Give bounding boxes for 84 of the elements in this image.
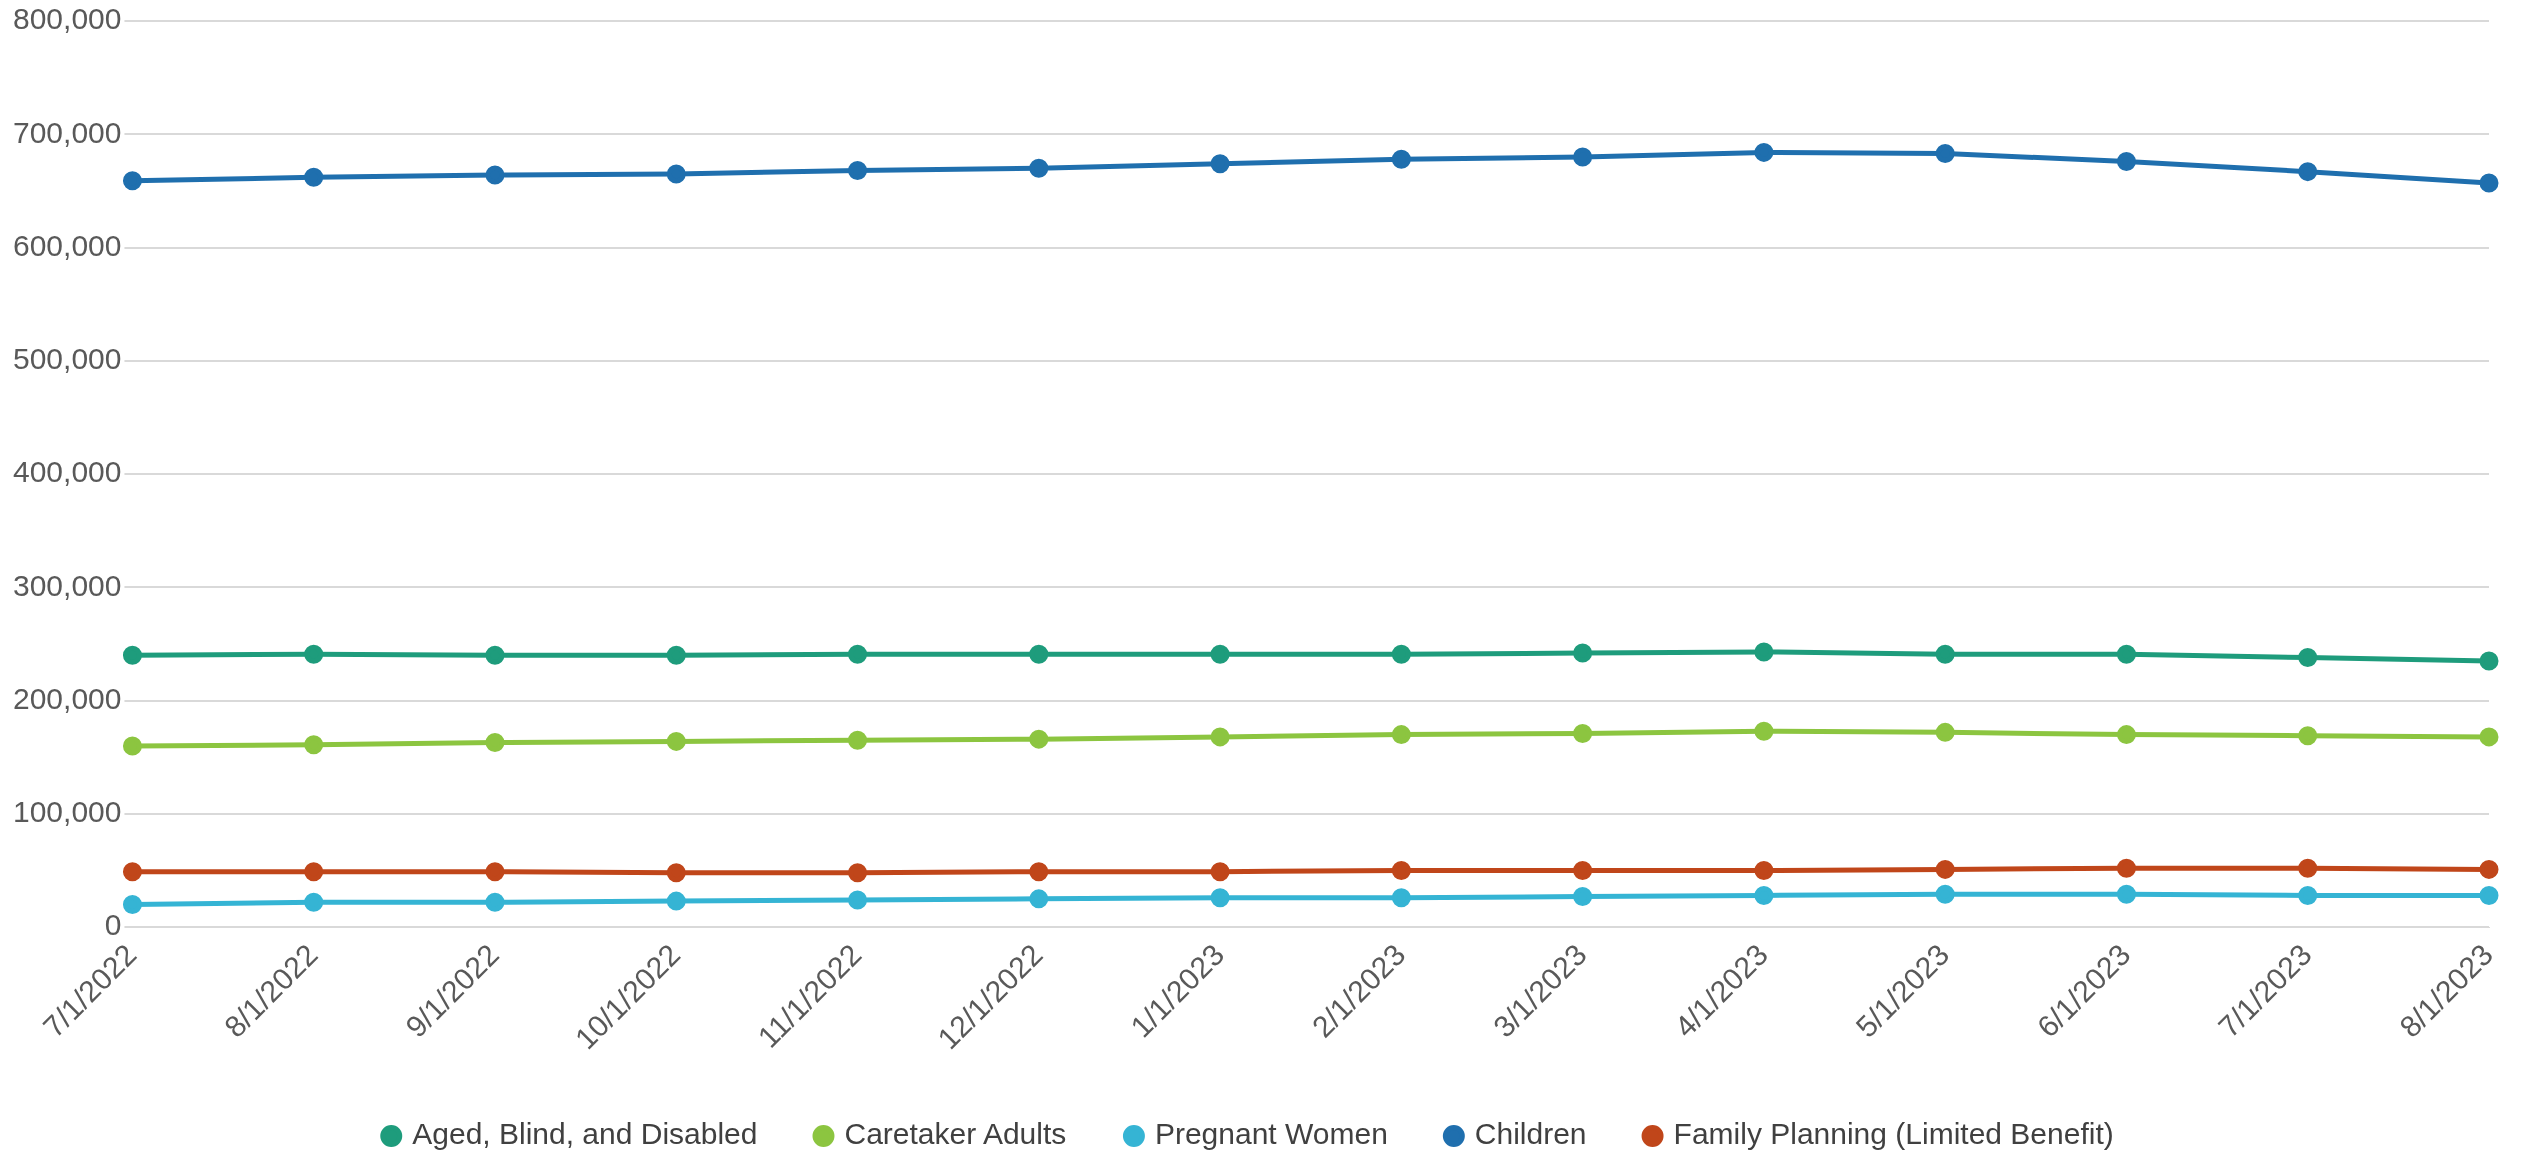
point	[1210, 154, 1230, 174]
y-tick-label: 100,000	[12, 795, 122, 829]
point	[2479, 885, 2499, 905]
point	[666, 645, 686, 665]
point	[1573, 147, 1593, 167]
legend-label: Children	[1474, 1117, 1587, 1151]
point	[304, 862, 324, 882]
y-tick-label: 600,000	[12, 228, 122, 262]
legend-label: Aged, Blind, and Disabled	[412, 1117, 758, 1151]
point	[1754, 721, 1774, 741]
point	[2116, 644, 2136, 664]
point	[1210, 644, 1230, 664]
point	[122, 895, 142, 915]
point	[122, 171, 142, 191]
point	[2298, 726, 2318, 746]
y-tick-label: 500,000	[12, 342, 122, 376]
point	[848, 161, 868, 181]
point	[2116, 884, 2136, 904]
point	[666, 891, 686, 911]
point	[2479, 651, 2499, 671]
point	[1391, 149, 1411, 169]
point	[2298, 885, 2318, 905]
point	[848, 890, 868, 910]
point	[304, 735, 324, 755]
point	[1029, 862, 1049, 882]
point	[2116, 725, 2136, 745]
point	[1029, 644, 1049, 664]
y-tick-label: 200,000	[12, 681, 122, 715]
point	[2298, 648, 2318, 668]
point	[1573, 723, 1593, 743]
point	[666, 863, 686, 883]
point	[485, 733, 505, 753]
y-tick-label: 0	[104, 908, 122, 942]
point	[666, 731, 686, 751]
point	[848, 863, 868, 883]
point	[1210, 727, 1230, 747]
point	[122, 645, 142, 665]
point	[2116, 151, 2136, 171]
point	[1391, 861, 1411, 881]
point	[304, 644, 324, 664]
point	[122, 862, 142, 882]
point	[122, 736, 142, 756]
point	[1029, 158, 1049, 178]
y-tick-label: 300,000	[12, 568, 122, 602]
point	[1391, 644, 1411, 664]
point	[1573, 643, 1593, 663]
point	[1935, 722, 1955, 742]
point	[485, 892, 505, 912]
point	[1029, 729, 1049, 749]
point	[1391, 888, 1411, 908]
point	[485, 862, 505, 882]
point	[1935, 859, 1955, 879]
point	[2116, 858, 2136, 878]
point	[1754, 861, 1774, 881]
point	[485, 645, 505, 665]
point	[2479, 727, 2499, 747]
point	[2298, 162, 2318, 182]
point	[1573, 861, 1593, 881]
point	[1210, 888, 1230, 908]
point	[2298, 858, 2318, 878]
point	[1754, 642, 1774, 662]
point	[1935, 884, 1955, 904]
point	[1754, 885, 1774, 905]
point	[2479, 173, 2499, 193]
point	[1935, 644, 1955, 664]
y-tick-label: 700,000	[12, 115, 122, 149]
legend-label: Pregnant Women	[1154, 1117, 1388, 1151]
point	[304, 892, 324, 912]
point	[666, 164, 686, 184]
point	[1573, 887, 1593, 907]
point	[304, 167, 324, 187]
y-tick-label: 800,000	[12, 2, 122, 36]
point	[1935, 144, 1955, 164]
y-tick-label: 400,000	[12, 455, 122, 489]
point	[848, 644, 868, 664]
point	[1029, 889, 1049, 909]
point	[485, 165, 505, 185]
point	[2479, 859, 2499, 879]
point	[1210, 862, 1230, 882]
point	[1754, 142, 1774, 162]
point	[848, 730, 868, 750]
point	[1391, 725, 1411, 745]
legend-label: Caretaker Adults	[844, 1117, 1067, 1151]
legend-label: Family Planning (Limited Benefit)	[1673, 1117, 2114, 1151]
